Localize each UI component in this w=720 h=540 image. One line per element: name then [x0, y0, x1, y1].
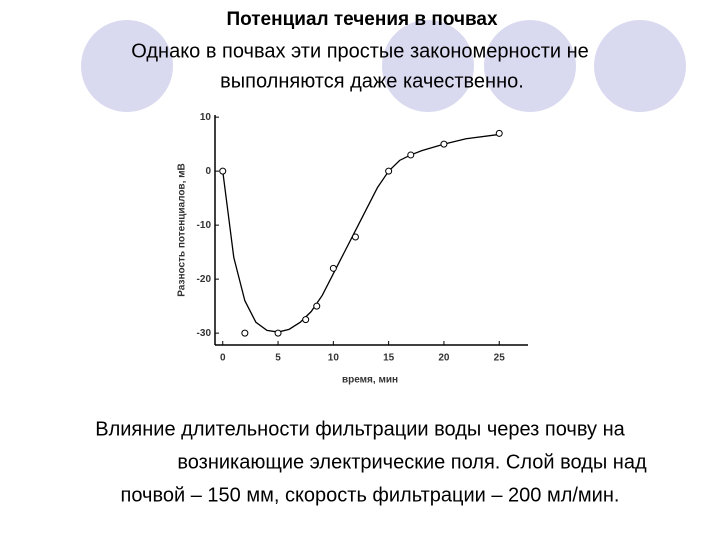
y-tick-label: 0 [205, 166, 211, 177]
fit-curve [222, 133, 500, 333]
caption: почвой – 150 мм, скорость фильтрации – 2… [121, 484, 620, 506]
x-tick-label: 0 [220, 353, 226, 364]
decor-circle [594, 20, 686, 112]
data-point [219, 167, 227, 175]
data-point [440, 140, 448, 148]
data-point [329, 264, 337, 272]
y-tick-label: -10 [197, 220, 212, 231]
decor-circle [81, 20, 173, 112]
data-point [241, 329, 249, 337]
x-tick-label: 10 [328, 353, 340, 364]
data-point [274, 329, 282, 337]
y-tick-label: -30 [197, 328, 212, 339]
data-point [351, 233, 359, 241]
y-tick-label: 10 [200, 112, 212, 123]
data-point [407, 151, 415, 159]
y-tick-label: -20 [197, 274, 212, 285]
title: Потенциал течения в почвах [226, 9, 498, 30]
decor [81, 20, 686, 112]
decor-circle [484, 20, 576, 112]
data-point [385, 167, 393, 175]
x-tick-label: 25 [494, 353, 506, 364]
data-point [495, 129, 503, 137]
x-tick-label: 15 [383, 353, 395, 364]
decor-circle [382, 20, 474, 112]
caption: возникающие электрические поля. Слой вод… [177, 451, 647, 473]
y-axis-label: Разность потенциалов, мВ [177, 163, 188, 297]
x-axis-label: время, мин [342, 375, 398, 386]
data-point [302, 316, 310, 324]
x-tick-label: 5 [275, 353, 281, 364]
subtitle: выполняются даже качественно. [220, 70, 524, 92]
x-tick-label: 20 [438, 353, 450, 364]
caption: Влияние длительности фильтрации воды чер… [95, 418, 625, 440]
subtitle: Однако в почвах эти простые закономернос… [131, 40, 589, 62]
data-point [313, 302, 321, 310]
